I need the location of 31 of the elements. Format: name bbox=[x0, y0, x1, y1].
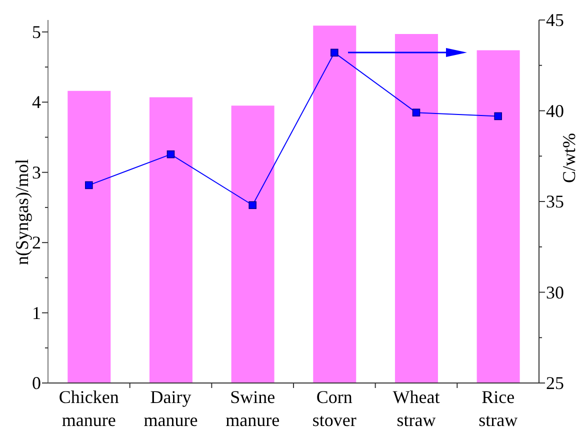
y2-tick-label: 45 bbox=[546, 10, 564, 30]
point bbox=[412, 108, 420, 116]
bar bbox=[313, 26, 356, 383]
point bbox=[248, 201, 256, 210]
bar bbox=[394, 34, 438, 383]
y2-axis-title: C/wt% bbox=[559, 132, 579, 184]
bar bbox=[231, 106, 274, 383]
y-tick-label: 5 bbox=[32, 22, 41, 42]
bar bbox=[149, 97, 192, 383]
x-tick-label: Corn stover bbox=[312, 387, 356, 430]
y-tick-label: 0 bbox=[32, 373, 41, 393]
y2-tick-label: 25 bbox=[546, 373, 564, 393]
point bbox=[330, 48, 338, 57]
point bbox=[494, 112, 502, 120]
bar bbox=[68, 90, 111, 383]
y-tick-label: 3 bbox=[32, 162, 41, 182]
y2-tick-label: 30 bbox=[546, 282, 564, 302]
x-tick-label: Swine manure bbox=[226, 387, 280, 430]
y-tick-label: 2 bbox=[32, 232, 41, 253]
x-tick-label: Chicken manure bbox=[58, 387, 119, 430]
x-tick-label: Wheat straw bbox=[392, 387, 440, 430]
y-axis-title: n(Syngas)/mol bbox=[12, 159, 32, 265]
bar bbox=[476, 50, 520, 383]
y-tick-label: 4 bbox=[32, 92, 41, 112]
y2-tick-label: 40 bbox=[546, 100, 564, 121]
x-tick-label: Dairy manure bbox=[144, 387, 198, 430]
y2-tick-label: 35 bbox=[546, 192, 564, 212]
point bbox=[85, 181, 93, 190]
x-tick-label: Rice straw bbox=[478, 387, 518, 430]
y-tick-label: 1 bbox=[32, 302, 41, 323]
point bbox=[166, 150, 175, 158]
